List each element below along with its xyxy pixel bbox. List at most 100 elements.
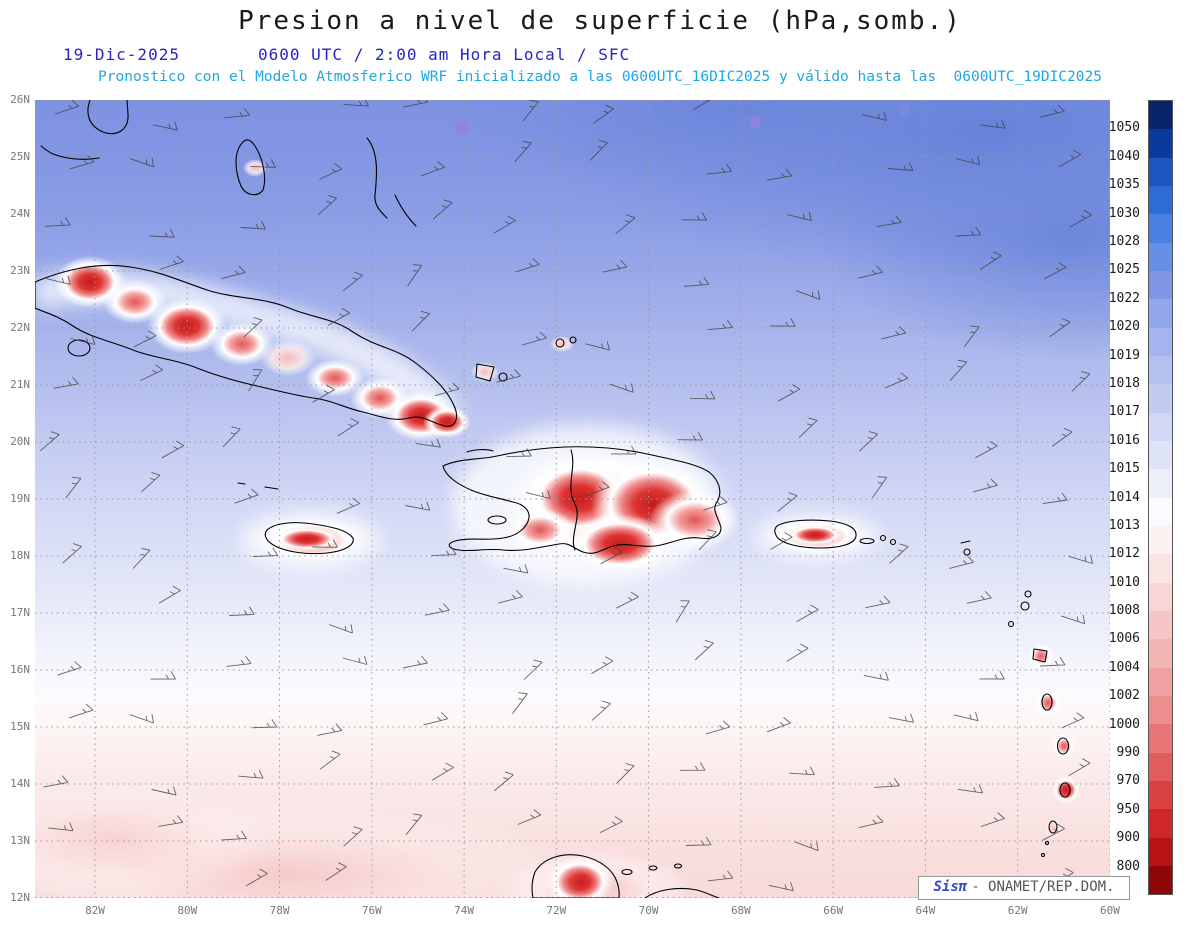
colorbar bbox=[1148, 100, 1173, 895]
jamaica-coastline bbox=[264, 522, 354, 555]
venezuela-coastline bbox=[644, 887, 720, 898]
wind-barb bbox=[1071, 370, 1091, 392]
pressure-blob bbox=[103, 280, 167, 324]
wind-barb bbox=[159, 255, 184, 270]
wind-barb bbox=[865, 595, 891, 609]
lat-label-13N: 13N bbox=[10, 834, 30, 847]
wind-barb bbox=[789, 766, 815, 776]
colorbar-label-1019: 1019 bbox=[1108, 347, 1140, 363]
wind-barb bbox=[705, 720, 731, 735]
wind-barb bbox=[973, 478, 998, 493]
wind-barb bbox=[328, 624, 353, 634]
pressure-blob bbox=[1052, 776, 1080, 804]
wind-barb bbox=[342, 271, 363, 292]
lon-label-72W: 72W bbox=[546, 904, 567, 917]
wind-barb bbox=[770, 532, 793, 550]
wind-barb bbox=[794, 841, 819, 852]
colorbar-segment-11 bbox=[1149, 412, 1172, 441]
colorbar-label-1010: 1010 bbox=[1108, 574, 1140, 590]
colorbar-label-1050: 1050 bbox=[1108, 120, 1140, 136]
colorbar-label-1025: 1025 bbox=[1108, 262, 1140, 278]
wind-barb bbox=[70, 335, 96, 345]
high-pressure-shading bbox=[435, 100, 1110, 360]
wind-barb bbox=[1049, 318, 1071, 338]
wind-barb bbox=[858, 265, 883, 279]
island-coastline bbox=[1044, 840, 1050, 846]
colorbar-label-1014: 1014 bbox=[1108, 489, 1140, 505]
colorbar-segment-12 bbox=[1149, 440, 1172, 470]
colorbar-label-1015: 1015 bbox=[1108, 461, 1140, 477]
wind-barb bbox=[512, 692, 528, 714]
wind-barb bbox=[1061, 712, 1085, 729]
wind-barb bbox=[602, 259, 628, 273]
wind-barb bbox=[317, 194, 338, 216]
wind-barb bbox=[615, 214, 636, 235]
lon-label-82W: 82W bbox=[85, 904, 105, 917]
wind-barb bbox=[431, 762, 454, 781]
colorbar-segment-13 bbox=[1149, 469, 1172, 498]
wind-barbs bbox=[40, 100, 1094, 892]
wind-barb bbox=[224, 107, 250, 119]
pressure-blob bbox=[1028, 643, 1054, 669]
wind-barb bbox=[152, 121, 178, 131]
wind-barb bbox=[706, 163, 733, 175]
wind-barb bbox=[234, 488, 259, 504]
wind-barb bbox=[1058, 149, 1082, 168]
wind-barb bbox=[1051, 427, 1073, 447]
lat-label-18N: 18N bbox=[10, 549, 30, 562]
wind-barb bbox=[1042, 492, 1068, 505]
wind-barb bbox=[599, 816, 623, 834]
colorbar-label-1017: 1017 bbox=[1108, 404, 1140, 420]
wind-barb bbox=[240, 220, 266, 230]
wind-barb bbox=[69, 155, 95, 170]
wind-barb bbox=[45, 217, 71, 227]
colorbar-label-800: 800 bbox=[1116, 858, 1140, 874]
wind-barb bbox=[248, 369, 263, 392]
colorbar-segment-1 bbox=[1149, 129, 1172, 158]
wind-barb bbox=[798, 417, 818, 439]
wind-barb bbox=[609, 383, 634, 393]
wind-barb bbox=[158, 815, 184, 827]
colorbar-segment-17 bbox=[1149, 582, 1172, 611]
island-coastline bbox=[1024, 590, 1032, 598]
st-vincent-coastline bbox=[1048, 820, 1058, 834]
island-coastline bbox=[498, 372, 508, 382]
vieques-coastline bbox=[859, 537, 875, 545]
bahamas-cays-coastline bbox=[394, 194, 417, 227]
colorbar-label-1016: 1016 bbox=[1108, 432, 1140, 448]
wind-barb bbox=[503, 564, 529, 574]
wind-barb bbox=[786, 643, 809, 662]
pressure-map bbox=[35, 100, 1110, 898]
wind-barb bbox=[431, 546, 457, 557]
wind-barb bbox=[796, 290, 821, 300]
guajira-coastline bbox=[531, 854, 620, 898]
wind-barb bbox=[62, 543, 82, 564]
wind-barb bbox=[243, 317, 263, 338]
wind-barb bbox=[707, 870, 734, 882]
wind-barb bbox=[681, 212, 707, 221]
island-coastline bbox=[1020, 601, 1030, 611]
abc-islands-coastline bbox=[648, 865, 658, 871]
wind-barb bbox=[1069, 209, 1092, 228]
virgin-islands-coastline bbox=[879, 534, 887, 542]
wind-barb bbox=[496, 369, 522, 383]
lat-label-15N: 15N bbox=[10, 720, 30, 733]
wind-barb bbox=[434, 382, 460, 397]
pressure-blob bbox=[1034, 689, 1062, 717]
turks-caicos-coastline bbox=[555, 338, 565, 348]
wind-barb bbox=[514, 140, 532, 163]
colorbar-label-950: 950 bbox=[1116, 801, 1140, 817]
lat-label-20N: 20N bbox=[10, 435, 30, 448]
pressure-blob bbox=[568, 514, 672, 574]
wind-barb bbox=[963, 325, 980, 348]
colorbar-label-900: 900 bbox=[1116, 830, 1140, 846]
wind-barb bbox=[979, 670, 1005, 680]
colorbar-segment-7 bbox=[1149, 299, 1172, 328]
wind-barb bbox=[151, 786, 177, 796]
island-coastline bbox=[1040, 852, 1046, 858]
wind-barb bbox=[957, 784, 984, 794]
wind-barb bbox=[980, 251, 1002, 270]
island-coastline bbox=[960, 540, 971, 544]
wind-barb bbox=[420, 161, 445, 177]
colorbar-segment-23 bbox=[1149, 752, 1172, 781]
